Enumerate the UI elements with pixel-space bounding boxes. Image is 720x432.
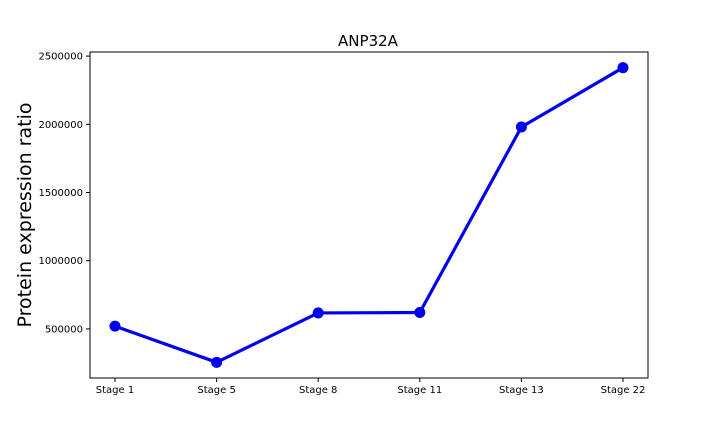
data-point — [312, 307, 324, 319]
y-tick-label: 1500000 — [38, 188, 83, 199]
x-tick-label: Stage 11 — [397, 385, 442, 396]
data-point — [109, 320, 121, 332]
y-tick-label: 2000000 — [38, 120, 83, 131]
chart-title: ANP32A — [338, 32, 399, 50]
y-tick-label: 500000 — [45, 324, 83, 335]
data-point — [617, 62, 629, 74]
data-point — [211, 356, 223, 368]
y-axis-label: Protein expression ratio — [14, 103, 36, 328]
x-tick-label: Stage 5 — [197, 385, 235, 396]
y-tick-label: 2500000 — [38, 52, 83, 63]
series-line — [114, 66, 624, 364]
data-point — [515, 121, 527, 133]
x-tick-label: Stage 22 — [601, 385, 646, 396]
plot-area: 500000 1000000 1500000 2000000 2500000 Stage … — [38, 51, 649, 396]
data-point — [414, 307, 426, 319]
plot-frame — [89, 51, 649, 379]
y-tick-label: 1000000 — [38, 256, 83, 267]
x-tick-label: Stage 13 — [499, 385, 544, 396]
x-tick-label: Stage 8 — [299, 385, 337, 396]
x-tick-label: Stage 1 — [96, 385, 134, 396]
